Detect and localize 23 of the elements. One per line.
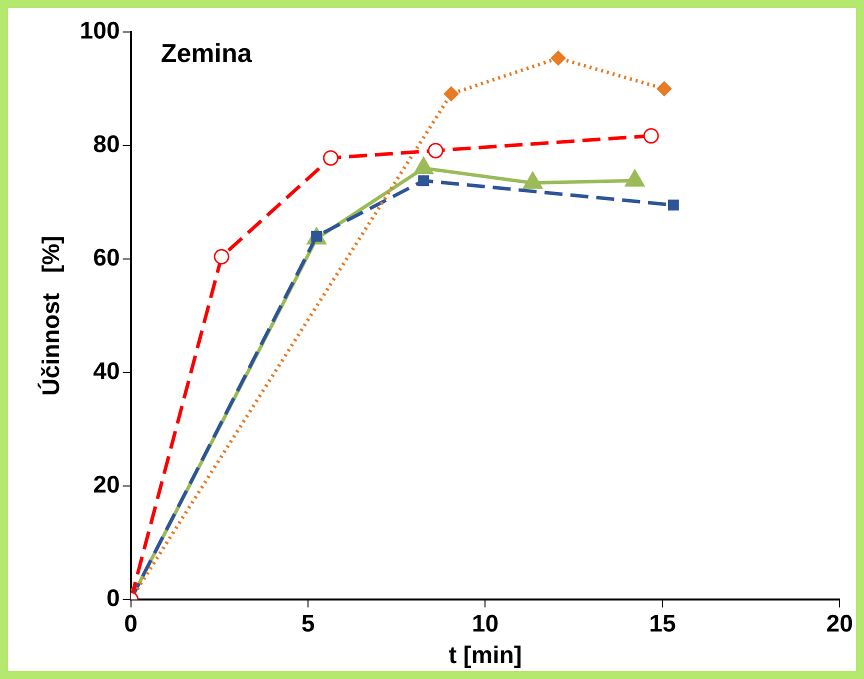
point <box>550 50 566 66</box>
point <box>643 128 659 144</box>
x-axis-title: t [min] <box>448 642 522 670</box>
y-tick-label: 60 <box>93 244 120 272</box>
point <box>668 200 679 211</box>
x-tick-label: 15 <box>649 610 676 638</box>
x-tick-label: 5 <box>301 610 315 638</box>
y-tick-label: 40 <box>93 358 120 386</box>
y-tick-label: 100 <box>80 18 120 45</box>
point <box>656 81 672 96</box>
point <box>428 142 444 158</box>
y-tick-label: 80 <box>93 131 120 158</box>
point <box>444 86 459 102</box>
y-tick-label: 20 <box>93 472 120 499</box>
x-tick-label: 20 <box>826 610 854 638</box>
x-tick-label: 0 <box>124 610 138 638</box>
chart-title: Zemina <box>160 38 252 68</box>
x-tick-label: 10 <box>472 610 499 638</box>
y-axis-title: Účinnost [%] <box>37 236 66 396</box>
point <box>322 150 338 166</box>
point <box>418 175 430 186</box>
point <box>214 248 230 264</box>
y-tick-label: 0 <box>106 585 120 612</box>
